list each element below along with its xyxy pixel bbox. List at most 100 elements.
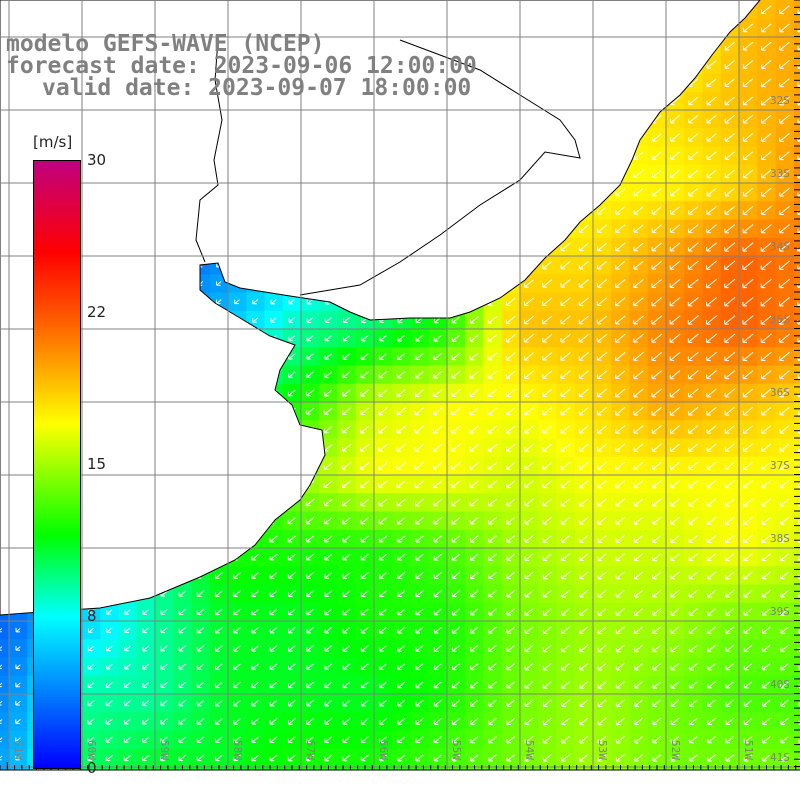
wind-arrow [505,297,516,306]
wind-arrow [615,333,626,343]
wind-arrow [760,333,772,343]
wind-arrow [724,41,735,51]
wind-arrow [688,169,699,179]
lat-label: 34S [770,240,790,253]
wind-arrow [687,315,699,325]
wind-arrow [469,352,479,361]
wind-arrow [306,317,314,323]
wind-arrow [706,333,718,343]
wind-arrow [687,297,699,307]
wind-cell [793,475,800,494]
wind-arrow [433,352,443,361]
wind-arrow [542,315,553,325]
wind-arrow [633,151,644,160]
wind-arrow [688,96,699,106]
wind-arrow [651,133,662,142]
wind-arrow [379,334,387,342]
wind-arrow [633,279,644,288]
wind-arrow [760,224,772,234]
wind-arrow [505,333,516,343]
wind-arrow [742,78,754,88]
wind-cell [775,767,795,770]
wind-cell [793,37,800,56]
wind-arrow [742,114,754,124]
wind-arrow [761,78,772,88]
wind-arrow [687,242,699,252]
wind-arrow [724,351,736,362]
wind-cell [793,256,800,275]
wind-arrow [706,260,718,270]
wind-arrow [742,260,754,270]
wind-arrow [234,299,240,305]
wind-arrow [615,224,626,233]
wind-cell [556,767,576,770]
wind-arrow [779,297,791,307]
lat-label: 33S [770,167,790,180]
wind-arrow [760,315,772,325]
wind-arrow [688,133,699,142]
wind-arrow [633,333,644,343]
wind-arrow [688,151,699,160]
wind-cell [793,128,800,148]
wind-arrow [451,334,461,342]
wind-cell [483,767,503,770]
wind-arrow [651,351,663,361]
wind-arrow [687,260,699,270]
wind-arrow [633,242,644,252]
wind-arrow [706,351,717,362]
wind-arrow [670,169,680,179]
wind-arrow [542,352,553,361]
wind-arrow [306,335,314,342]
wind-arrow [742,315,754,325]
wind-arrow [487,334,498,343]
lat-label: 37S [770,459,790,472]
lat-label: 35S [770,313,790,326]
wind-cell [374,767,393,770]
wind-cell [793,402,800,421]
wind-arrow [615,188,626,197]
wind-cell [155,767,174,770]
wind-arrow [761,23,772,33]
wind-arrow [761,96,772,106]
wind-arrow [524,352,535,361]
wind-cell [301,767,320,770]
wind-arrow [706,206,717,215]
lon-label: 55W [450,740,463,760]
wind-arrow [779,132,790,142]
wind-arrow [342,353,351,360]
wind-cell [793,329,800,348]
wind-arrow [578,315,589,325]
wind-arrow [487,352,498,361]
wind-arrow [542,297,553,306]
wind-cell [629,767,649,770]
wind-cell [520,767,539,770]
wind-arrow [742,278,754,289]
wind-arrow [779,333,790,343]
wind-arrow [760,278,772,289]
wind-cell [793,91,800,111]
wind-cell [793,621,800,640]
wind-arrow [578,333,589,343]
wind-cell [793,748,800,768]
wind-arrow [724,278,736,289]
wind-arrow [343,316,351,323]
wind-cell [793,456,800,476]
wind-arrow [724,206,735,215]
wind-cell [793,73,800,93]
wind-cell [793,219,800,239]
wind-arrow [779,224,790,234]
wind-arrow [761,187,772,197]
wind-arrow [670,133,680,142]
wind-cell [593,767,612,770]
wind-arrow [651,278,663,288]
wind-arrow [760,260,772,270]
wind-cell [666,767,685,770]
wind-cell [793,712,800,732]
wind-cell [0,657,10,677]
wind-arrow [651,224,662,233]
wind-arrow [742,41,754,51]
wind-arrow [651,260,663,270]
wind-arrow [324,371,333,379]
wind-arrow [651,169,662,179]
wind-arrow [216,299,222,305]
